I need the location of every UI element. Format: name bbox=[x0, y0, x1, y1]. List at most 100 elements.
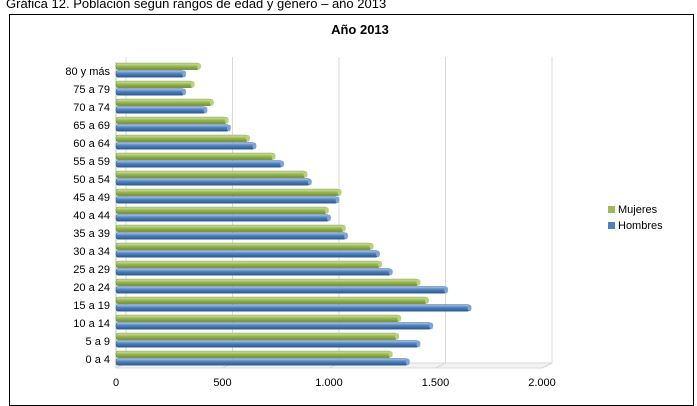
gridline-floor bbox=[435, 362, 446, 369]
legend-swatch-hombres bbox=[608, 222, 615, 229]
x-tick-label: 2.000 bbox=[528, 377, 556, 389]
bar-mujeres-11 bbox=[115, 152, 274, 160]
bar-cap bbox=[378, 261, 383, 268]
bar-hombres-2 bbox=[115, 322, 432, 330]
bar-hombres-1 bbox=[115, 340, 419, 348]
bar-cap bbox=[190, 81, 195, 88]
bar-hombres-3 bbox=[115, 304, 470, 312]
bars bbox=[115, 62, 472, 366]
y-tick-label: 20 a 24 bbox=[73, 282, 110, 294]
bar-cap bbox=[182, 70, 187, 78]
x-tick-label: 1.000 bbox=[315, 377, 343, 389]
gridline-floor bbox=[541, 362, 553, 369]
bar-hombres-13 bbox=[115, 124, 230, 132]
bar-cap bbox=[369, 243, 374, 250]
bar-cap bbox=[226, 124, 231, 132]
bar-mujeres-3 bbox=[115, 296, 428, 304]
bar-hombres-16 bbox=[115, 70, 185, 78]
bar-cap bbox=[209, 99, 214, 106]
bar-cap bbox=[246, 135, 251, 142]
y-tick-label: 80 y más bbox=[65, 66, 110, 78]
bar-cap bbox=[224, 117, 229, 124]
x-axis-labels: 0 500 1.000 1.500 2.000 bbox=[113, 377, 556, 389]
bar-cap bbox=[203, 106, 208, 114]
bar-cap bbox=[324, 207, 329, 214]
bar-cap bbox=[405, 358, 410, 366]
y-tick-label: 65 a 69 bbox=[73, 120, 110, 132]
bar-mujeres-5 bbox=[115, 260, 381, 268]
page-title: Gráfica 12. Población según rangos de ed… bbox=[6, 0, 387, 11]
bar-cap bbox=[307, 178, 312, 186]
bar-hombres-12 bbox=[115, 142, 255, 150]
y-tick-label: 50 a 54 bbox=[73, 174, 110, 186]
x-tick-label: 0 bbox=[113, 377, 119, 389]
y-tick-label: 70 a 74 bbox=[73, 102, 110, 114]
legend: Mujeres Hombres bbox=[608, 204, 663, 232]
legend-label-hombres: Hombres bbox=[618, 220, 663, 232]
bar-cap bbox=[424, 297, 429, 304]
y-axis-labels: 0 a 4 5 a 9 10 a 14 15 a 19 20 a 24 25 a 29 30… bbox=[65, 66, 110, 366]
chart-title: Año 2013 bbox=[331, 22, 389, 37]
bar-cap bbox=[303, 171, 308, 178]
y-tick-label: 10 a 14 bbox=[73, 318, 110, 330]
bar-hombres-15 bbox=[115, 88, 185, 96]
bar-cap bbox=[341, 225, 346, 232]
y-tick-label: 35 a 39 bbox=[73, 228, 110, 240]
bar-mujeres-14 bbox=[115, 98, 213, 106]
bar-hombres-8 bbox=[115, 214, 330, 222]
bar-mujeres-0 bbox=[115, 350, 392, 358]
bar-hombres-9 bbox=[115, 196, 338, 204]
bar-cap bbox=[416, 340, 421, 348]
legend-swatch-mujeres bbox=[608, 206, 615, 213]
bar-hombres-11 bbox=[115, 160, 283, 168]
bar-cap bbox=[397, 315, 402, 322]
y-tick-label: 30 a 34 bbox=[73, 246, 110, 258]
bar-cap bbox=[467, 304, 472, 312]
bar-hombres-7 bbox=[115, 232, 347, 240]
bar-mujeres-12 bbox=[115, 134, 249, 142]
y-tick-label: 0 a 4 bbox=[86, 354, 110, 366]
bar-cap bbox=[337, 189, 342, 196]
bar-mujeres-16 bbox=[115, 62, 200, 70]
bar-hombres-4 bbox=[115, 286, 447, 294]
bar-cap bbox=[416, 279, 421, 286]
bar-chart: 0 a 4 5 a 9 10 a 14 15 a 19 20 a 24 25 a 29 30… bbox=[65, 22, 663, 389]
bar-hombres-14 bbox=[115, 106, 206, 114]
bar-cap bbox=[252, 142, 257, 150]
x-tick-label: 500 bbox=[213, 377, 231, 389]
y-tick-label: 15 a 19 bbox=[73, 300, 110, 312]
y-tick-label: 40 a 44 bbox=[73, 210, 110, 222]
bar-cap bbox=[395, 333, 400, 340]
bar-hombres-6 bbox=[115, 250, 379, 258]
y-tick-label: 55 a 59 bbox=[73, 156, 110, 168]
bar-cap bbox=[444, 286, 449, 294]
y-tick-label: 45 a 49 bbox=[73, 192, 110, 204]
legend-label-mujeres: Mujeres bbox=[618, 204, 658, 216]
bar-mujeres-6 bbox=[115, 242, 372, 250]
bar-cap bbox=[327, 214, 331, 222]
bar-mujeres-1 bbox=[115, 332, 398, 340]
bar-mujeres-8 bbox=[115, 206, 328, 214]
bar-mujeres-15 bbox=[115, 80, 193, 88]
bar-hombres-5 bbox=[115, 268, 392, 276]
bar-mujeres-10 bbox=[115, 170, 306, 178]
y-tick-label: 75 a 79 bbox=[73, 84, 110, 96]
bar-cap bbox=[335, 196, 340, 204]
bar-cap bbox=[388, 268, 393, 276]
bar-cap bbox=[197, 63, 202, 70]
bar-mujeres-9 bbox=[115, 188, 340, 196]
bar-cap bbox=[280, 160, 285, 168]
bar-cap bbox=[182, 88, 187, 96]
bar-mujeres-4 bbox=[115, 278, 419, 286]
bar-cap bbox=[271, 153, 276, 160]
y-tick-label: 25 a 29 bbox=[73, 264, 110, 276]
bar-hombres-0 bbox=[115, 358, 409, 366]
bar-mujeres-7 bbox=[115, 224, 345, 232]
bar-mujeres-2 bbox=[115, 314, 400, 322]
bar-cap bbox=[375, 250, 380, 258]
y-tick-label: 5 a 9 bbox=[86, 336, 110, 348]
bar-mujeres-13 bbox=[115, 116, 228, 124]
y-tick-label: 60 a 64 bbox=[73, 138, 110, 150]
bar-cap bbox=[388, 351, 393, 358]
bar-cap bbox=[344, 232, 349, 240]
